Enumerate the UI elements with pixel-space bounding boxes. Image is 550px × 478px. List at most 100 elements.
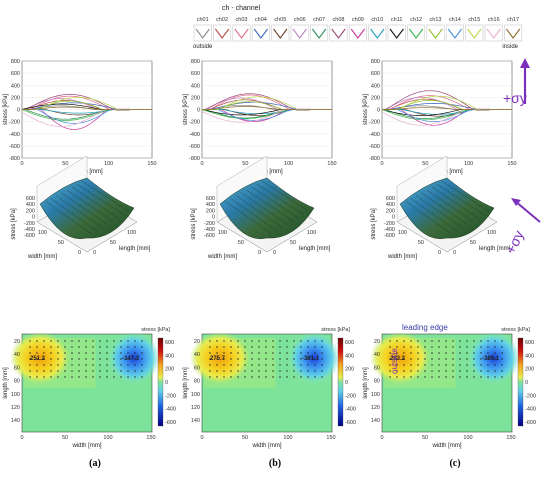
sensor-point	[307, 364, 309, 366]
z-tick-label: 600	[206, 196, 215, 202]
x-tick-label: 150	[327, 161, 336, 167]
y-tick-label: -600	[369, 144, 380, 150]
stress-surface	[219, 177, 315, 240]
sensor-point	[223, 352, 225, 354]
sensor-point	[43, 358, 45, 360]
sensor-point	[71, 376, 73, 378]
colorbar-title: stress [kPa]	[321, 327, 350, 333]
legend-label-ch09: ch09	[352, 17, 364, 23]
sensor-point	[452, 358, 454, 360]
sensor-point	[244, 370, 246, 372]
legend-label-ch15: ch15	[468, 17, 480, 23]
sensor-point	[431, 346, 433, 348]
legend-label-ch14: ch14	[449, 17, 461, 23]
x-tick-label: 0	[200, 435, 203, 441]
leading-edge-label: leading edge	[402, 323, 448, 332]
x-tick-label: 100	[284, 161, 293, 167]
sensor-point	[57, 370, 59, 372]
sensor-point	[113, 352, 115, 354]
sensor-point	[29, 370, 31, 372]
sensor-point	[120, 370, 122, 372]
sensor-point	[314, 376, 316, 378]
sensor-point	[307, 340, 309, 342]
surface-mesh-line	[251, 186, 299, 219]
colorbar-tick-label: 0	[525, 380, 528, 386]
x-tick-label: 100	[103, 435, 112, 441]
sensor-point	[494, 370, 496, 372]
y-tick-label: 120	[191, 405, 200, 411]
sensor-point	[494, 346, 496, 348]
colorbar-title: stress [kPa]	[501, 327, 530, 333]
y-tick-label: 20	[14, 339, 20, 345]
sensor-point	[410, 370, 412, 372]
sensor-point	[307, 376, 309, 378]
y-tick-label: 0	[197, 108, 200, 114]
sensor-point	[424, 352, 426, 354]
sensor-point	[92, 376, 94, 378]
z-axis-label: stress [kPa]	[11, 208, 17, 240]
sensor-point	[216, 370, 218, 372]
sensor-point	[50, 358, 52, 360]
y-tick-label: 600	[191, 71, 200, 77]
sensor-point	[244, 364, 246, 366]
y-tick-label: 40	[374, 352, 380, 358]
sensor-point	[321, 340, 323, 342]
legend-inside-label: inside	[502, 44, 518, 50]
sensor-point	[417, 370, 419, 372]
legend-swatch-ch13	[428, 28, 443, 39]
z-tick-label: -600	[204, 233, 215, 239]
sensor-point	[410, 340, 412, 342]
sensor-point	[251, 364, 253, 366]
sensor-point	[127, 376, 129, 378]
y-axis-label: stress [kPa]	[3, 93, 9, 125]
legend-swatch-ch02	[214, 28, 230, 39]
sensor-point	[258, 364, 260, 366]
y-tick-label: -400	[369, 132, 380, 138]
colorbar-tick-label: 0	[165, 380, 168, 386]
legend-swatch-ch06	[292, 28, 307, 39]
legend-label-ch16: ch16	[488, 17, 500, 23]
sensor-point	[216, 376, 218, 378]
x-tick-label: 150	[326, 435, 335, 441]
sensor-point	[480, 358, 482, 360]
surface-mesh-line	[426, 189, 474, 222]
z-tick-label: -200	[384, 221, 395, 227]
y-tick-label: 400	[11, 83, 20, 89]
sensor-point	[286, 352, 288, 354]
colorbar	[157, 337, 164, 427]
sensor-point	[307, 352, 309, 354]
colorbar-tick-label: -200	[525, 393, 536, 399]
legend-swatch-box-ch08	[329, 24, 348, 42]
sensor-point	[57, 364, 59, 366]
sensor-point	[473, 370, 475, 372]
sensor-point	[466, 376, 468, 378]
x-tick-label: 0	[380, 435, 383, 441]
legend-swatch-box-ch04	[251, 24, 270, 42]
x-tick-label: 100	[463, 435, 472, 441]
x-tick-label: 0	[380, 161, 383, 167]
sensor-point	[431, 340, 433, 342]
width-axis-label: width [mm]	[27, 254, 57, 260]
sensor-point	[216, 346, 218, 348]
sensor-point	[64, 346, 66, 348]
sensor-point	[106, 376, 108, 378]
sensor-point	[314, 370, 316, 372]
z-tick-label: -600	[384, 233, 395, 239]
sensor-point	[99, 364, 101, 366]
sensor-point	[71, 340, 73, 342]
sensor-point	[78, 364, 80, 366]
sensor-point	[78, 346, 80, 348]
sensor-point	[410, 376, 412, 378]
y-tick-label: 60	[374, 365, 380, 371]
y-tick-label: 80	[14, 379, 20, 385]
sensor-point	[113, 370, 115, 372]
legend-swatch-box-ch03	[232, 24, 251, 42]
sensor-point	[251, 358, 253, 360]
sensor-point	[237, 352, 239, 354]
sensor-point	[494, 352, 496, 354]
sensor-point	[265, 370, 267, 372]
sensor-point	[209, 358, 211, 360]
sensor-point	[494, 364, 496, 366]
y-tick-label: -800	[189, 156, 200, 162]
